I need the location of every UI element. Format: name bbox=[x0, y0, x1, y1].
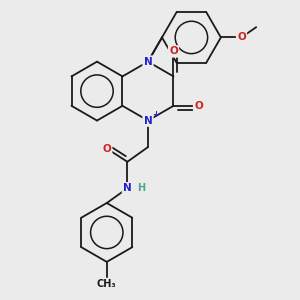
Text: O: O bbox=[194, 101, 203, 111]
Text: O: O bbox=[237, 32, 246, 42]
Text: N: N bbox=[144, 57, 152, 67]
Text: +: + bbox=[152, 110, 159, 118]
Text: N: N bbox=[144, 116, 152, 126]
Text: O: O bbox=[102, 143, 111, 154]
Text: O: O bbox=[169, 46, 178, 56]
Text: CH₃: CH₃ bbox=[97, 279, 117, 289]
Text: H: H bbox=[137, 183, 145, 193]
Text: N: N bbox=[123, 183, 132, 193]
